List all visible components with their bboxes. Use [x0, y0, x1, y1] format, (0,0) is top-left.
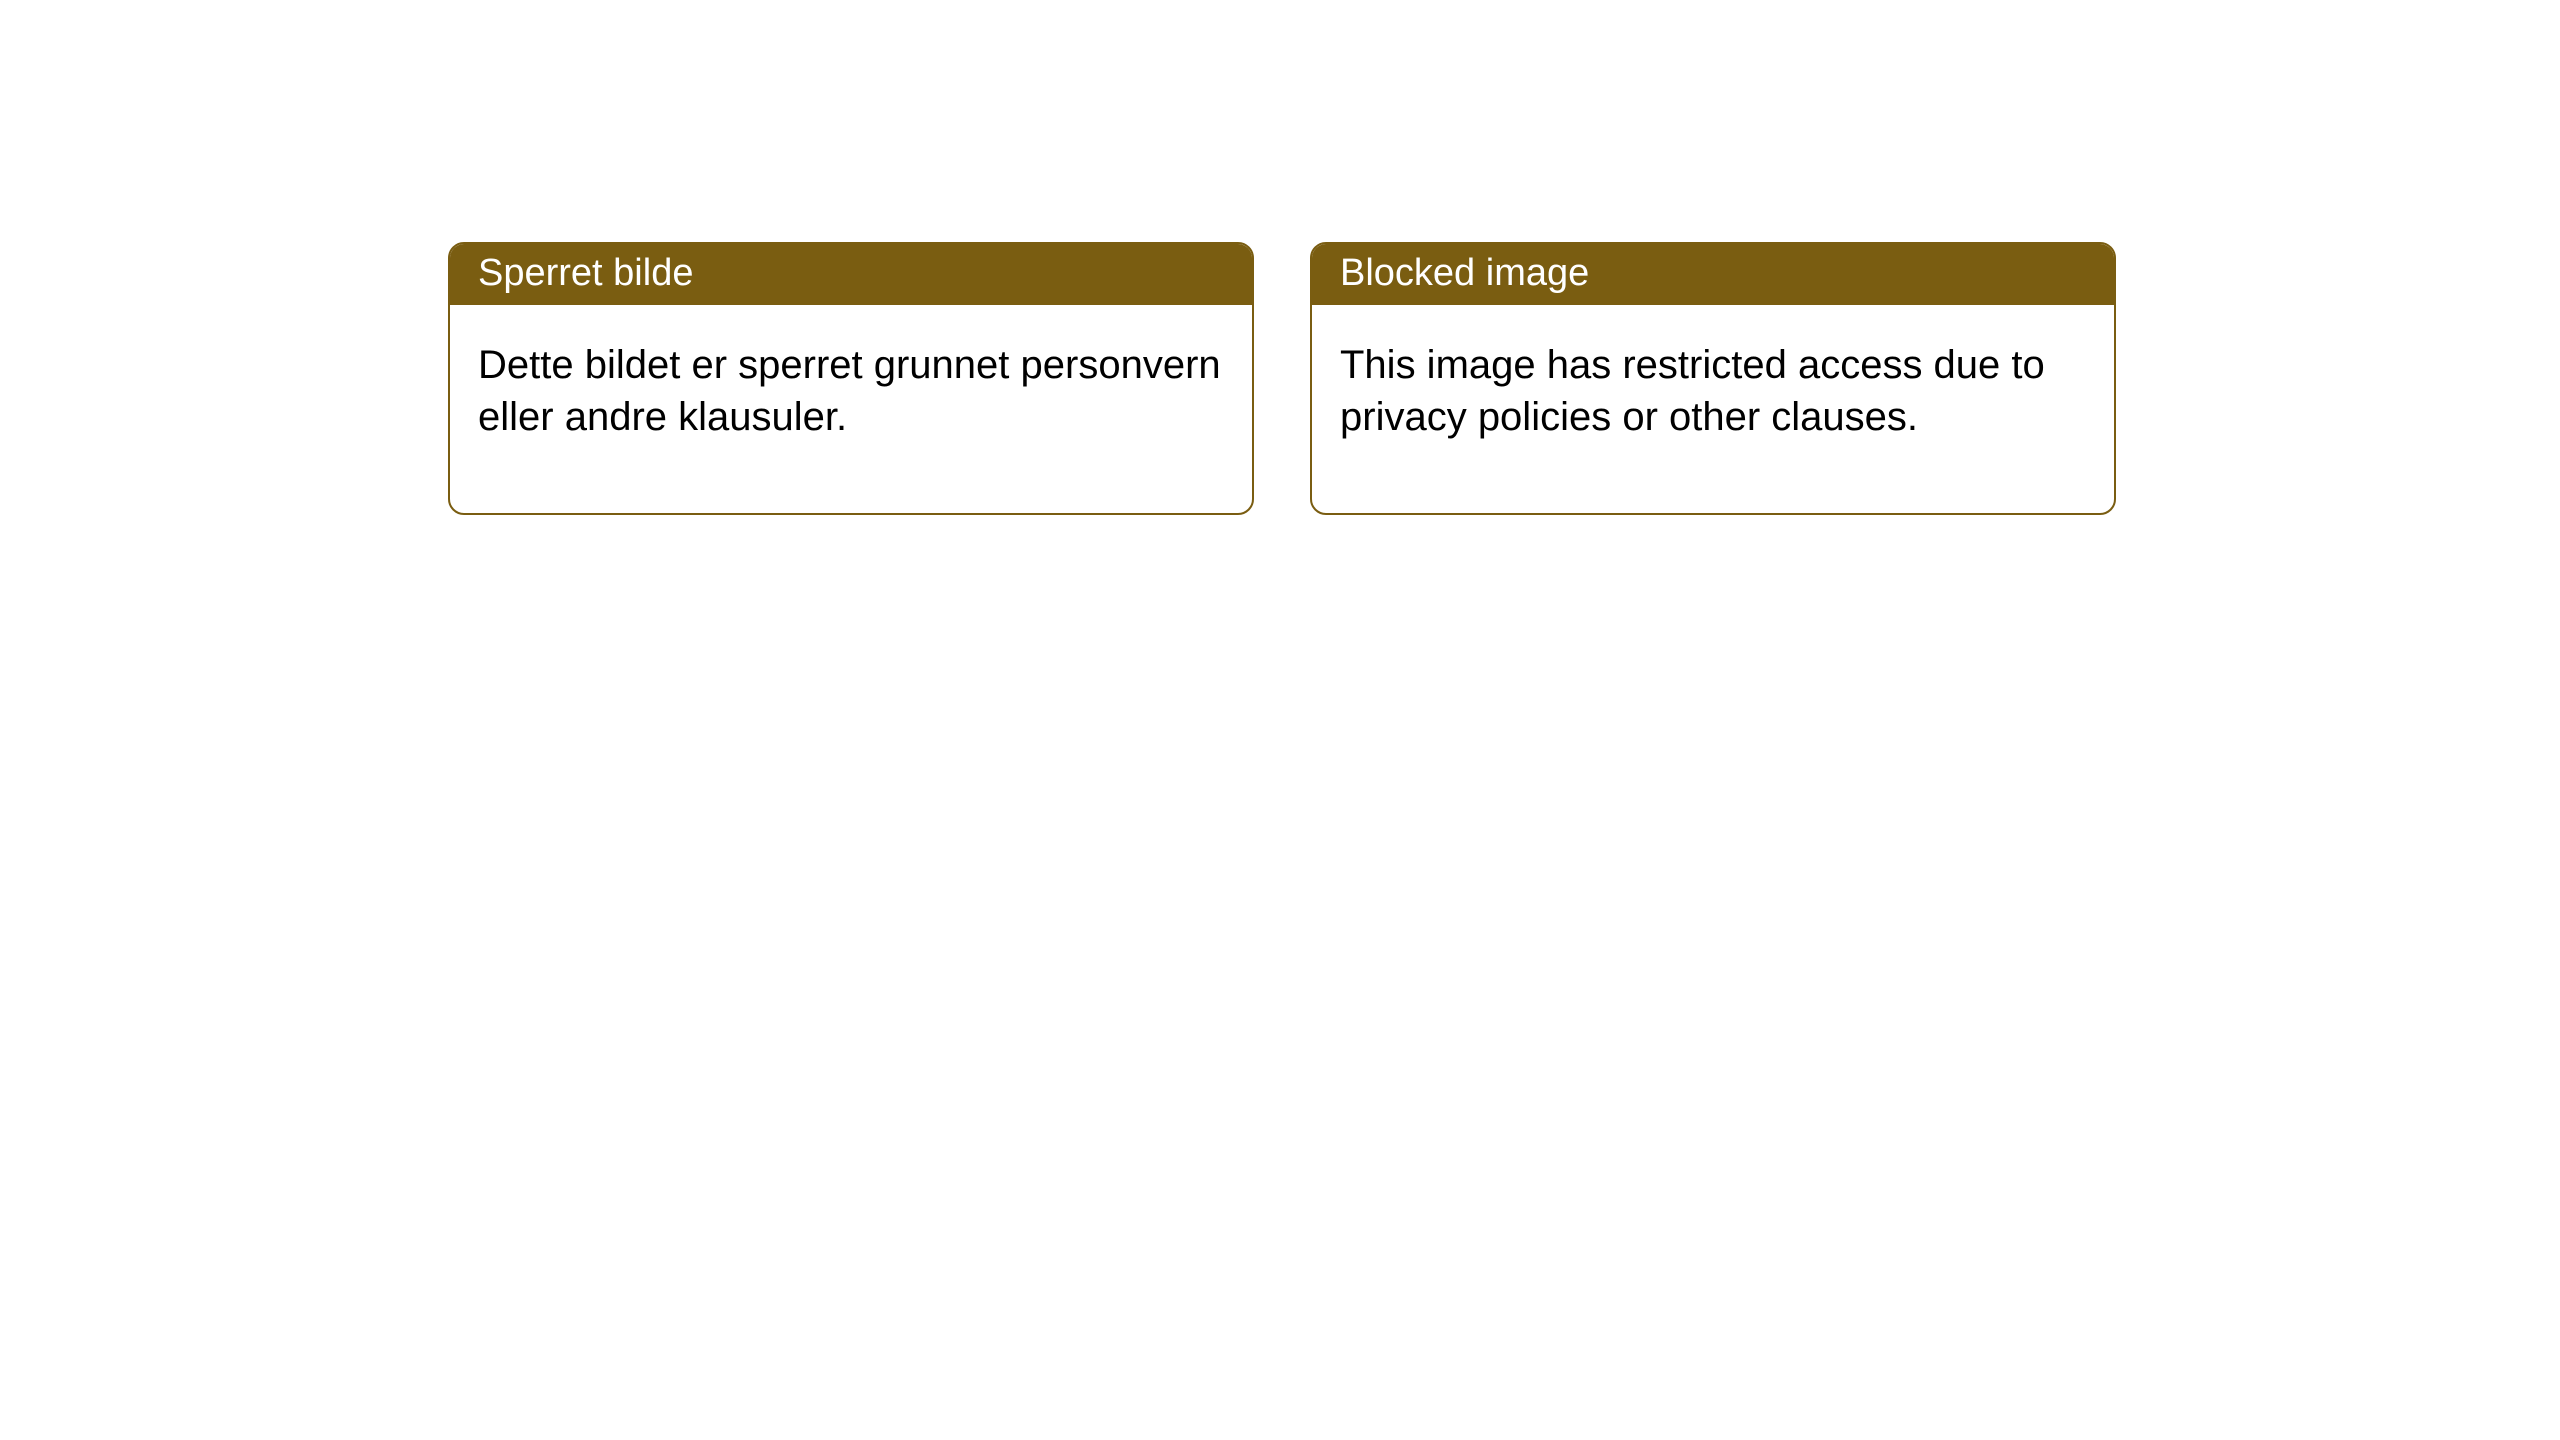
notice-card-norwegian: Sperret bilde Dette bildet er sperret gr… — [448, 242, 1254, 515]
notice-title-norwegian: Sperret bilde — [450, 244, 1252, 305]
notice-body-norwegian: Dette bildet er sperret grunnet personve… — [450, 305, 1252, 513]
notice-title-english: Blocked image — [1312, 244, 2114, 305]
notice-container: Sperret bilde Dette bildet er sperret gr… — [0, 0, 2560, 515]
notice-body-english: This image has restricted access due to … — [1312, 305, 2114, 479]
notice-card-english: Blocked image This image has restricted … — [1310, 242, 2116, 515]
